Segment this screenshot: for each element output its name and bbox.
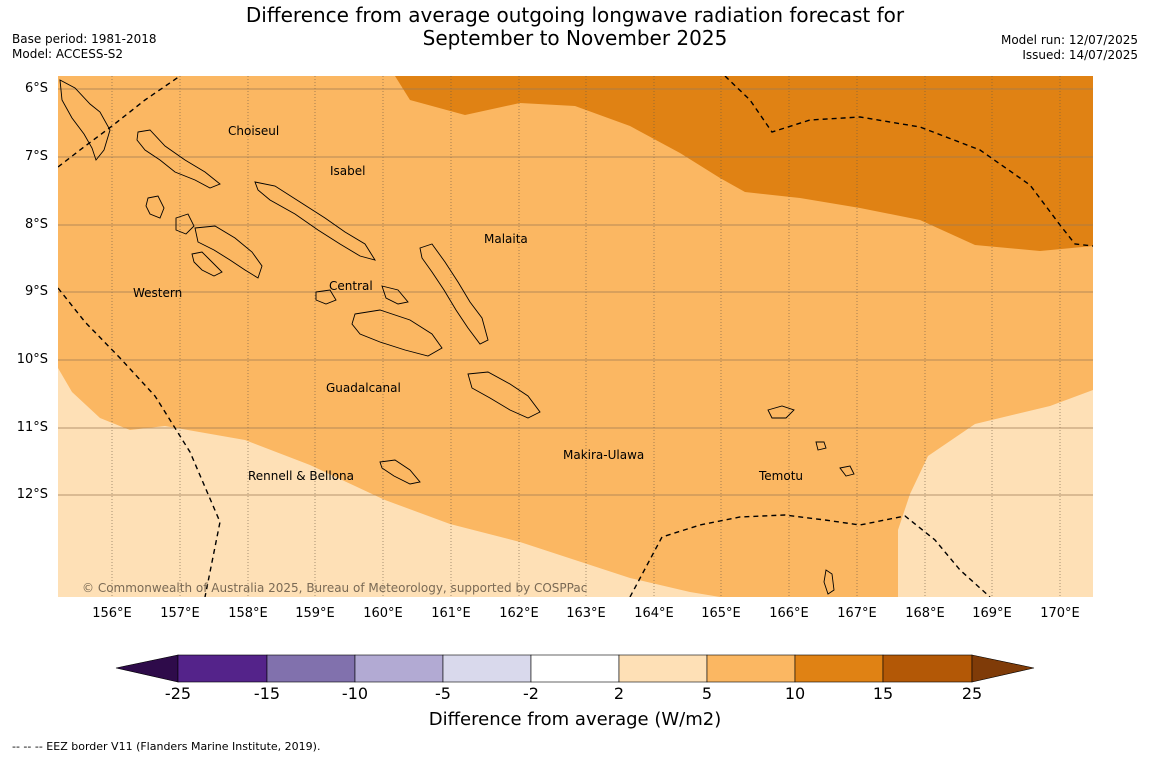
- santa-cruz-island: [767, 405, 795, 419]
- title-line-2: September to November 2025: [422, 26, 728, 50]
- bougainville-island: [59, 79, 111, 161]
- lon-label-168e: 168°E: [905, 606, 945, 621]
- kolombangara-island: [175, 213, 195, 235]
- region-label-temotu: Temotu: [759, 469, 804, 483]
- region-label-choiseul: Choiseul: [228, 124, 280, 138]
- colorbar-tick: 10: [784, 684, 806, 703]
- rennell-island: [379, 459, 421, 485]
- meta-left: Base period: 1981-2018 Model: ACCESS-S2: [12, 32, 157, 62]
- colorbar-tick: 25: [961, 684, 983, 703]
- colorbar-tick: -10: [341, 684, 369, 703]
- lat-label-8s: 8°S: [24, 217, 48, 232]
- lat-label-7s: 7°S: [24, 149, 48, 164]
- lon-label-160e: 160°E: [363, 606, 403, 621]
- colorbar-title: Difference from average (W/m2): [428, 709, 722, 730]
- nggela-islands: [315, 289, 337, 305]
- lon-label-157e: 157°E: [160, 606, 200, 621]
- colorbar-extend-low: [115, 654, 179, 683]
- colorbar: [115, 654, 1035, 683]
- small-island-4: [823, 569, 835, 595]
- lon-label-165e: 165°E: [701, 606, 741, 621]
- vella-lavella-island: [145, 195, 165, 219]
- colorbar-tick: -15: [253, 684, 281, 703]
- chart-title: Difference from average outgoing longwav…: [0, 4, 1150, 50]
- eez-border: [58, 76, 1093, 597]
- choiseul-island: [136, 129, 221, 189]
- lat-label-12s: 12°S: [16, 487, 48, 502]
- region-label-rennell-bellona: Rennell & Bellona: [248, 469, 355, 483]
- title-line-1: Difference from average outgoing longwav…: [245, 3, 905, 27]
- colorbar-tick: -2: [523, 684, 539, 703]
- coastlines: [59, 79, 855, 595]
- lon-label-170e: 170°E: [1040, 606, 1080, 621]
- model-run: Model run: 12/07/2025: [1000, 33, 1138, 47]
- base-period: Base period: 1981-2018: [12, 32, 157, 46]
- colorbar-tick: -5: [435, 684, 451, 703]
- region-label-malaita: Malaita: [484, 232, 528, 246]
- colorbar-tick: 2: [613, 684, 625, 703]
- lon-label-166e: 166°E: [769, 606, 809, 621]
- small-island-1: [381, 285, 409, 305]
- lon-label-158e: 158°E: [228, 606, 268, 621]
- colorbar-tick: 15: [872, 684, 894, 703]
- region-label-guadalcanal: Guadalcanal: [326, 381, 401, 395]
- lon-label-167e: 167°E: [837, 606, 877, 621]
- lon-label-156e: 156°E: [92, 606, 132, 621]
- lon-label-159e: 159°E: [295, 606, 335, 621]
- anomaly-band-2-5-southeast: [898, 390, 1093, 597]
- anomaly-band-10-15: [395, 76, 1093, 251]
- parallel-gridlines: [58, 88, 1093, 496]
- colorbar-tick: 5: [701, 684, 713, 703]
- region-label-central: Central: [329, 279, 373, 293]
- lon-label-169e: 169°E: [972, 606, 1012, 621]
- lat-label-10s: 10°S: [16, 352, 48, 367]
- region-label-isabel: Isabel: [330, 164, 366, 178]
- eez-footnote: -- -- -- EEZ border V11 (Flanders Marine…: [12, 740, 321, 753]
- anomaly-band-2-5-southwest: [58, 368, 720, 597]
- lon-label-163e: 163°E: [566, 606, 606, 621]
- lon-label-164e: 164°E: [634, 606, 674, 621]
- model-name: Model: ACCESS-S2: [12, 47, 124, 61]
- copyright-notice: © Commonwealth of Australia 2025, Bureau…: [82, 581, 588, 595]
- guadalcanal-island: [351, 309, 443, 357]
- lon-label-162e: 162°E: [499, 606, 539, 621]
- region-label-western: Western: [133, 286, 183, 300]
- rendova-island: [191, 251, 223, 277]
- colorbar-extend-high: [971, 654, 1035, 683]
- small-island-3: [815, 441, 827, 451]
- region-label-makira-ulawa: Makira-Ulawa: [563, 448, 645, 462]
- makira-island: [467, 371, 541, 419]
- lat-label-11s: 11°S: [16, 420, 48, 435]
- santa-isabel-island: [254, 181, 376, 261]
- issued-date: Issued: 14/07/2025: [1022, 48, 1138, 62]
- lat-label-6s: 6°S: [24, 81, 48, 96]
- small-island-2: [839, 465, 855, 477]
- meta-right: Model run: 12/07/2025 Issued: 14/07/2025: [1001, 33, 1138, 63]
- malaita-island: [419, 243, 489, 345]
- lat-label-9s: 9°S: [24, 284, 48, 299]
- new-georgia-island: [194, 225, 263, 279]
- lon-label-161e: 161°E: [431, 606, 471, 621]
- colorbar-tick: -25: [164, 684, 192, 703]
